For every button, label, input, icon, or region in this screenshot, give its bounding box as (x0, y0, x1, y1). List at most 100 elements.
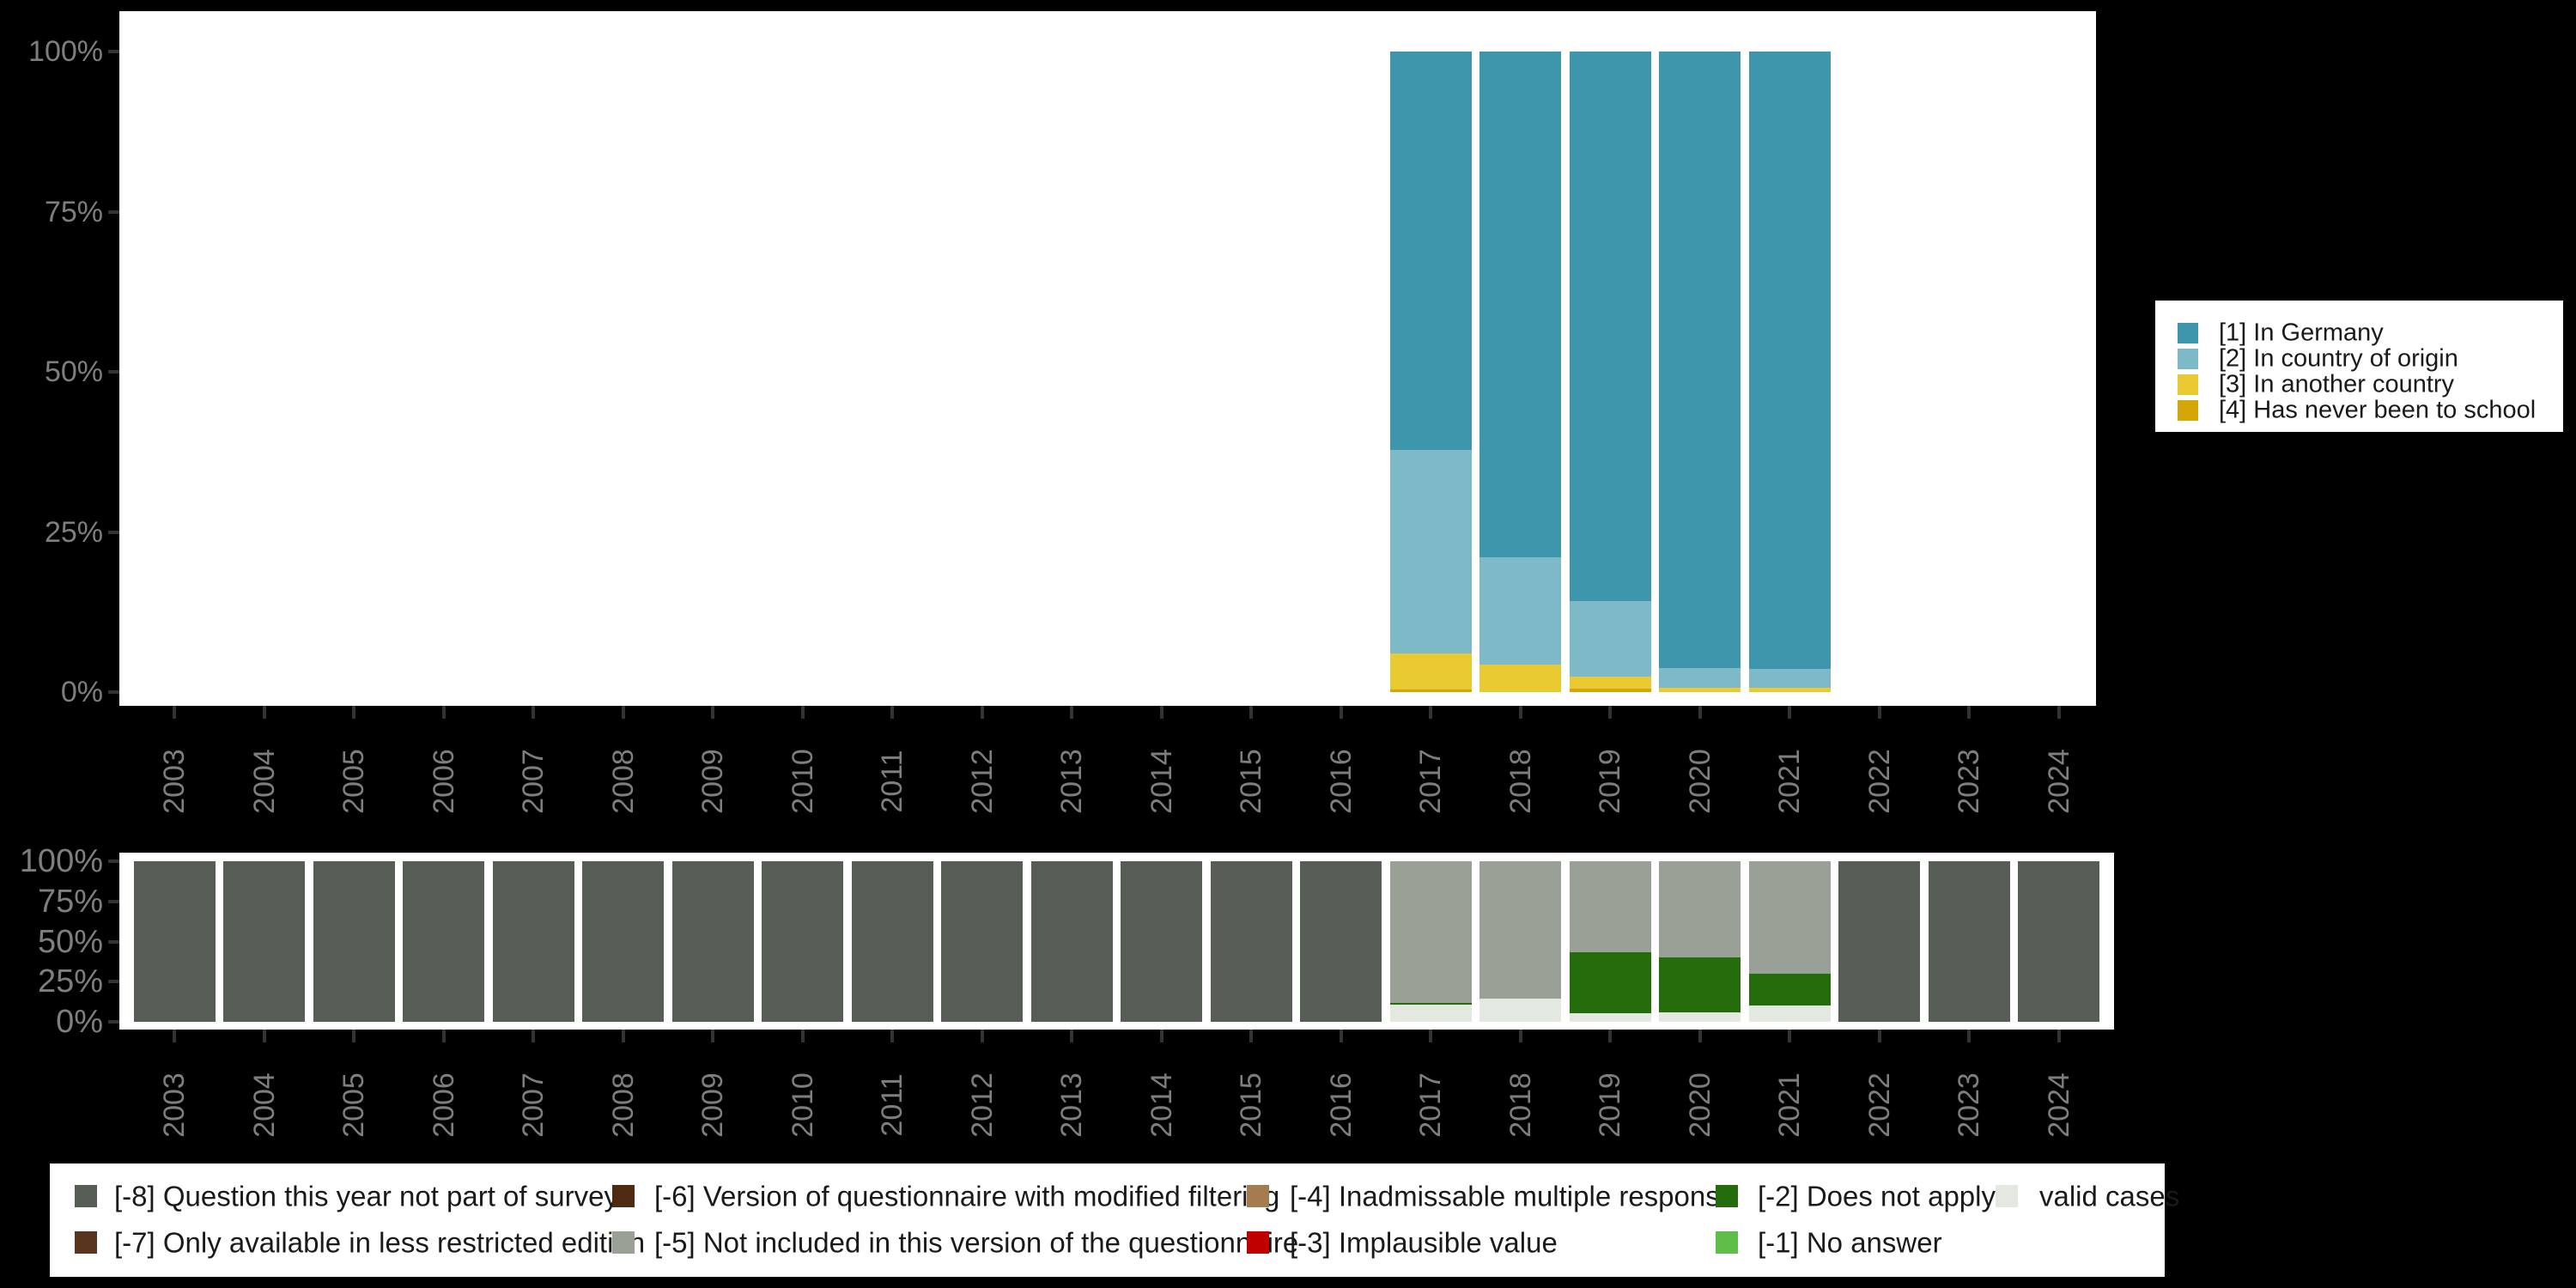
legend-label: [3] In another country (2219, 370, 2455, 398)
x-tick-label-year: 2016 (1324, 749, 1358, 814)
x-tick-mark (262, 1030, 266, 1042)
x-tick-label-year: 2004 (247, 749, 281, 814)
legend-swatch (612, 1231, 635, 1254)
x-tick-mark (441, 1030, 446, 1042)
x-tick-mark (800, 1030, 805, 1042)
y-tick-label: 0% (56, 1004, 103, 1040)
stacked-bar-2015 (1210, 861, 1292, 1022)
x-tick-label-year: 2022 (1862, 749, 1896, 814)
x-tick-mark (262, 706, 266, 719)
x-tick-mark (1339, 706, 1343, 719)
x-tick-label-year: 2018 (1504, 749, 1537, 814)
y-tick-label: 50% (37, 923, 103, 960)
stacked-bar-2016 (1300, 861, 1382, 1022)
bar-segment (1389, 861, 1472, 1004)
legend-swatch (1716, 1185, 1738, 1207)
stacked-bar-2007 (492, 861, 574, 1022)
bar-segment (223, 861, 305, 1022)
x-tick-label-year: 2009 (696, 749, 729, 814)
stacked-bar-2020 (1659, 861, 1741, 1022)
bar-segment (1569, 52, 1651, 602)
stacked-bar-2019 (1569, 861, 1651, 1022)
stacked-bar-2021 (1748, 861, 1831, 1022)
bar-segment (1748, 973, 1831, 1006)
bar-segment (1389, 689, 1472, 692)
bar-segment (1569, 677, 1651, 689)
x-tick-label-year: 2009 (696, 1072, 729, 1138)
x-tick-mark (890, 1030, 894, 1042)
stacked-bar-2008 (582, 861, 664, 1022)
bar-segment (1479, 556, 1561, 665)
x-tick-label-year: 2010 (786, 749, 819, 814)
x-tick-label-year: 2018 (1504, 1072, 1537, 1138)
bar-segment (1569, 952, 1651, 1014)
bar-segment (2018, 861, 2099, 1022)
stacked-bar-2018 (1479, 52, 1561, 692)
bar-segment (1748, 861, 1831, 974)
bar-segment (1569, 601, 1651, 677)
legend-swatch (1996, 1185, 2018, 1207)
x-tick-label-year: 2023 (1953, 1072, 1985, 1138)
stacked-bar-2004 (223, 861, 305, 1022)
legend-swatch (2178, 349, 2198, 369)
y-tick-label: 25% (37, 963, 103, 1000)
stacked-bar-2003 (133, 861, 216, 1022)
x-tick-label-year: 2014 (1145, 749, 1178, 814)
bar-segment (1659, 1012, 1741, 1022)
x-tick-label-year: 2007 (517, 1072, 550, 1138)
y-tick-mark (108, 899, 119, 903)
x-tick-mark (1339, 1030, 1343, 1042)
stacked-bar-2006 (403, 861, 484, 1022)
x-tick-mark (1877, 1030, 1881, 1042)
x-tick-mark (532, 1030, 535, 1042)
legend-label: [-1] No answer (1758, 1226, 1942, 1259)
bar-segment (1838, 861, 1920, 1022)
x-tick-mark (980, 1030, 984, 1042)
stacked-bar-2010 (762, 861, 843, 1022)
x-tick-label-year: 2024 (2042, 1072, 2075, 1138)
legend-label: [-8] Question this year not part of surv… (114, 1180, 618, 1212)
x-tick-label-year: 2003 (158, 749, 191, 814)
y-tick-mark (108, 980, 119, 984)
x-tick-label-year: 2017 (1414, 1072, 1447, 1138)
bar-segment (1569, 1013, 1651, 1022)
y-tick-mark (108, 939, 119, 944)
missing-legend-box: [-8] Question this year not part of surv… (50, 1163, 2179, 1277)
x-tick-label-year: 2020 (1683, 749, 1716, 814)
stacked-bar-2024 (2018, 861, 2099, 1022)
x-tick-mark (173, 1030, 176, 1042)
y-tick-mark (108, 690, 119, 694)
x-tick-label-year: 2013 (1055, 1072, 1088, 1138)
x-tick-mark (621, 706, 625, 719)
x-tick-label-year: 2010 (786, 1072, 819, 1138)
stacked-bar-2011 (851, 861, 933, 1022)
x-tick-label-year: 2023 (1953, 749, 1985, 814)
x-tick-label-year: 2008 (606, 749, 640, 814)
stacked-bar-2021 (1748, 52, 1831, 692)
bar-segment (1479, 861, 1561, 999)
x-tick-label-year: 2003 (158, 1072, 191, 1138)
stacked-bar-2020 (1659, 52, 1741, 692)
bar-segment (1659, 52, 1741, 668)
x-tick-label-year: 2016 (1324, 1072, 1358, 1138)
legend-label: [-4] Inadmissable multiple response (1290, 1180, 1736, 1212)
x-tick-label-year: 2015 (1235, 1072, 1267, 1138)
x-tick-mark (1159, 1030, 1163, 1042)
x-tick-mark (1967, 1030, 1971, 1042)
x-tick-mark (1070, 1030, 1073, 1042)
bar-segment (762, 861, 843, 1022)
x-tick-mark (711, 1030, 714, 1042)
x-tick-label-year: 2012 (965, 749, 999, 814)
bar-segment (1569, 861, 1651, 953)
bar-segment (941, 861, 1023, 1022)
y-tick-mark (108, 860, 119, 863)
x-tick-mark (1788, 706, 1791, 719)
bar-segment (1569, 688, 1651, 692)
x-tick-label-year: 2011 (876, 750, 908, 813)
legend-label: [-3] Implausible value (1290, 1226, 1558, 1259)
x-tick-mark (173, 706, 176, 719)
stacked-bar-2017 (1389, 861, 1472, 1022)
stacked-bar-2009 (671, 861, 754, 1022)
x-tick-mark (1070, 706, 1073, 719)
x-tick-label-year: 2005 (337, 1072, 370, 1138)
